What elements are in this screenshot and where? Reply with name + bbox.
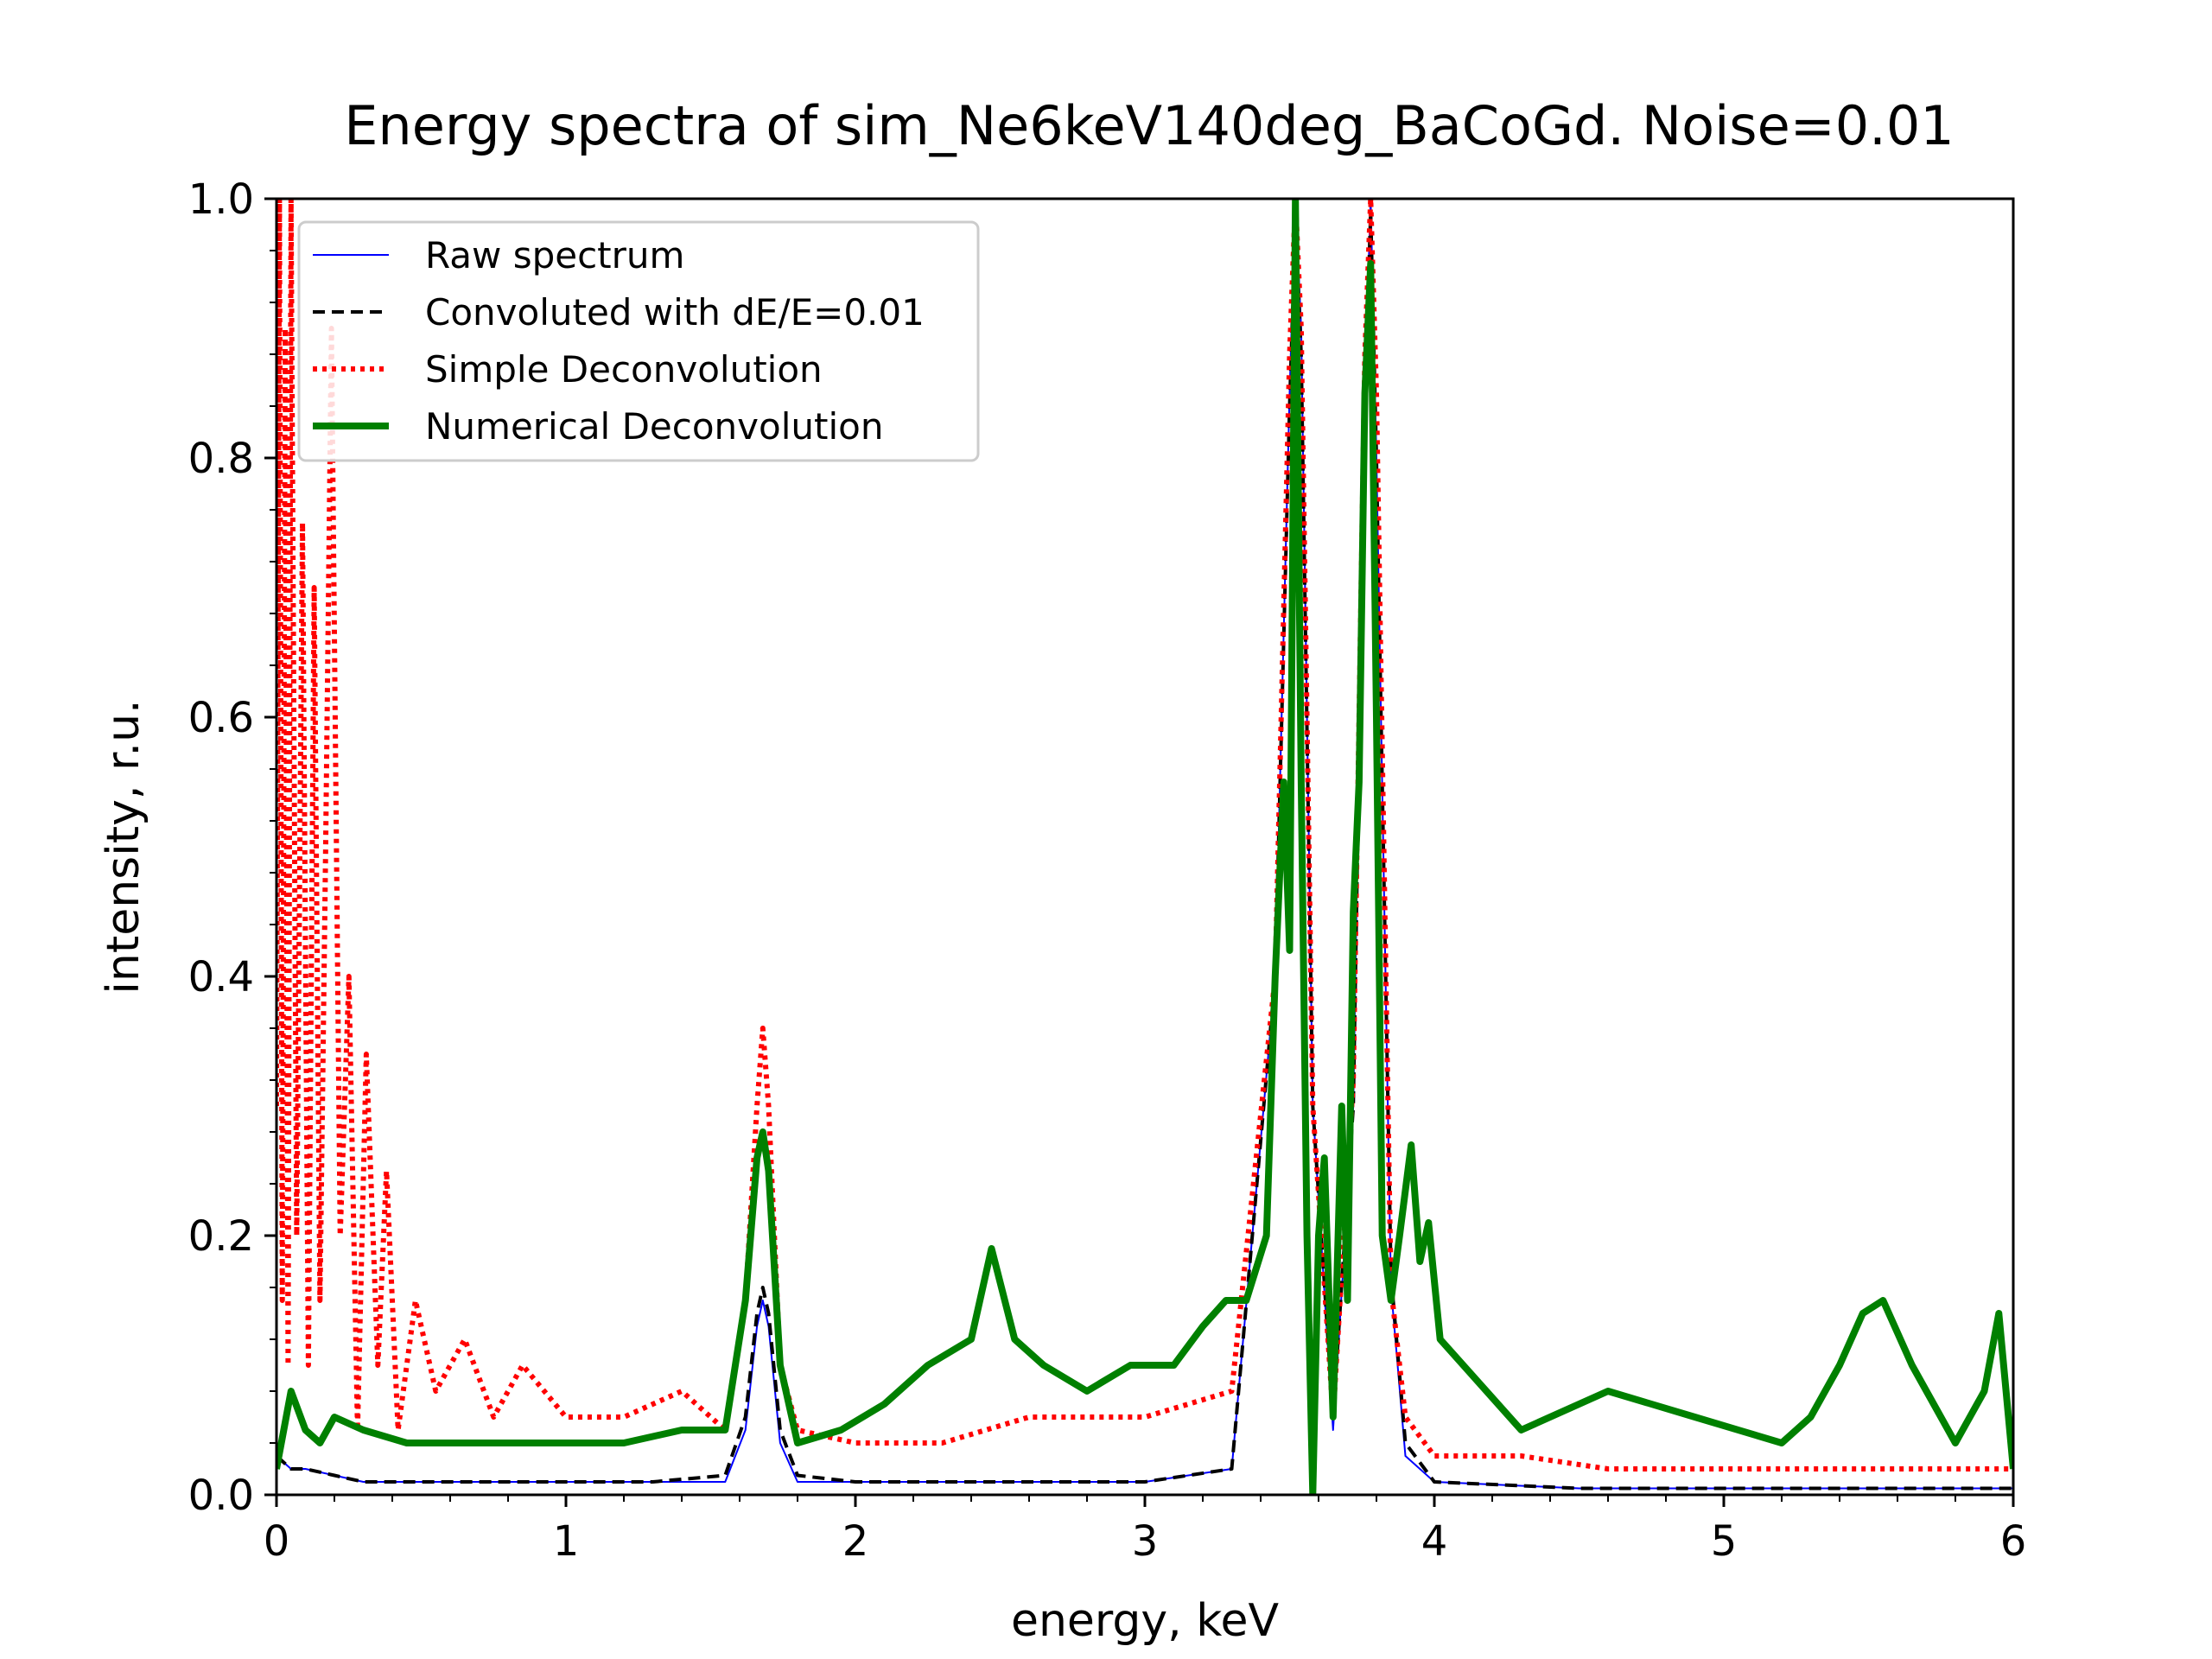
x-tick-label: 5 xyxy=(1711,1517,1738,1566)
x-tick-label: 6 xyxy=(2000,1517,2027,1566)
legend-label-1: Raw spectrum xyxy=(425,234,684,276)
series-group xyxy=(276,199,2013,1495)
y-tick-label: 0.2 xyxy=(188,1212,254,1261)
x-tick-label: 1 xyxy=(553,1517,580,1566)
legend-box xyxy=(297,220,980,462)
x-axis-label: energy, keV xyxy=(1011,1595,1279,1647)
legend-label-3: Simple Deconvolution xyxy=(425,348,823,391)
y-tick-label: 1.0 xyxy=(188,175,254,224)
x-tick-label: 3 xyxy=(1132,1517,1159,1566)
legend-label-2: Convoluted with dE/E=0.01 xyxy=(425,291,925,334)
y-axis-label: intensity, r.u. xyxy=(98,699,149,994)
y-axis: 0.0 0.2 0.4 0.6 0.8 1.0 xyxy=(188,175,276,1520)
series-line-2 xyxy=(276,210,2013,1491)
y-tick-label: 0.4 xyxy=(188,953,254,1001)
y-tick-label: 0.6 xyxy=(188,694,254,742)
y-tick-label: 0.8 xyxy=(188,435,254,483)
x-tick-label: 2 xyxy=(842,1517,869,1566)
x-axis: 0 1 2 3 4 5 6 xyxy=(264,1495,2027,1566)
x-tick-label: 4 xyxy=(1421,1517,1448,1566)
chart-title: Energy spectra of sim_Ne6keV140deg_BaCoG… xyxy=(344,94,1955,157)
legend-label-4: Numerical Deconvolution xyxy=(425,405,883,448)
series-line-4 xyxy=(276,199,2013,1495)
y-tick-label: 0.0 xyxy=(188,1471,254,1520)
legend: Raw spectrum Convoluted with dE/E=0.01 Sim… xyxy=(297,220,980,462)
x-tick-label: 0 xyxy=(264,1517,290,1566)
